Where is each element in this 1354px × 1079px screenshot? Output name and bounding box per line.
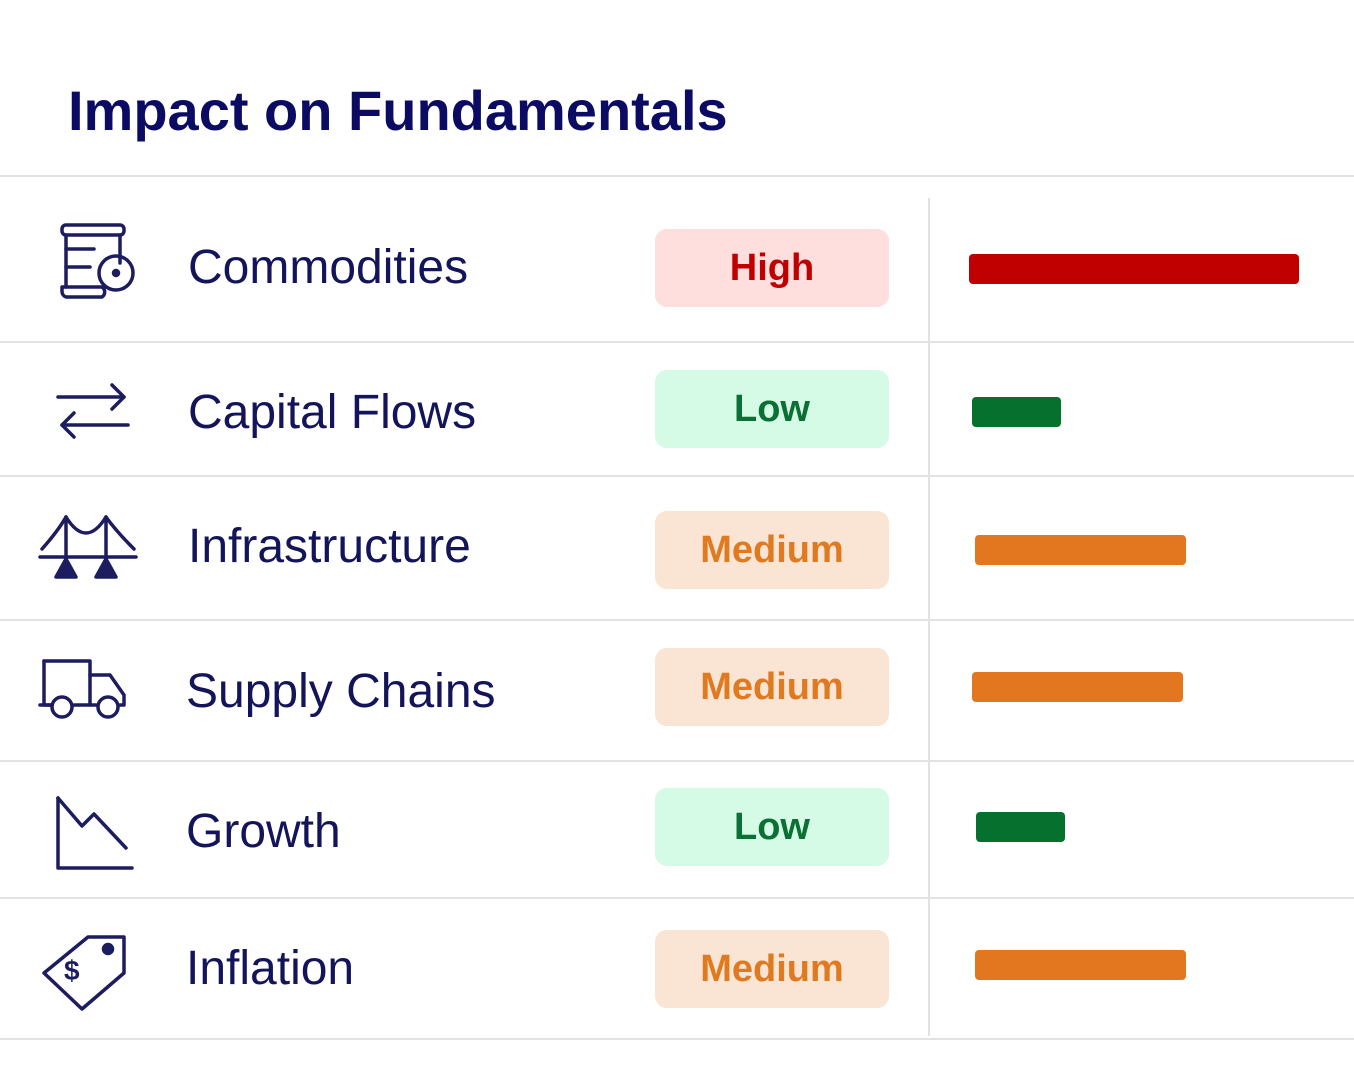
impact-bar (969, 254, 1299, 284)
impact-bar (975, 535, 1186, 565)
price-tag-icon: $ (36, 929, 140, 1013)
declining-chart-icon (36, 792, 140, 876)
row-label: Capital Flows (188, 386, 477, 439)
table-row: $ Inflation Medium (0, 899, 1354, 1040)
impact-bar (972, 397, 1061, 427)
column-divider (928, 198, 930, 1036)
impact-bar (972, 672, 1183, 702)
impact-bar (976, 812, 1065, 842)
page-title: Impact on Fundamentals (68, 79, 728, 142)
table-row: Growth Low (0, 762, 1354, 899)
table-row: Infrastructure Medium (0, 477, 1354, 621)
row-divider (0, 475, 1354, 477)
row-divider (0, 897, 1354, 899)
impact-badge: Medium (655, 648, 889, 726)
header-divider (0, 175, 1354, 177)
row-label: Inflation (186, 942, 355, 995)
dollar-sign-icon: $ (64, 955, 80, 986)
impact-badge: High (655, 229, 889, 307)
truck-icon (36, 651, 140, 735)
row-divider (0, 760, 1354, 762)
impact-badge: Medium (655, 511, 889, 589)
table-row: Commodities High (0, 177, 1354, 343)
impact-bar (975, 950, 1186, 980)
row-label: Commodities (188, 241, 469, 294)
row-divider (0, 341, 1354, 343)
table-row: Capital Flows Low (0, 343, 1354, 477)
impact-badge: Low (655, 788, 889, 866)
impact-badge: Medium (655, 930, 889, 1008)
row-label: Infrastructure (188, 520, 471, 573)
bridge-icon (36, 509, 140, 593)
commodities-icon (36, 221, 140, 305)
row-divider (0, 619, 1354, 621)
row-label: Growth (186, 805, 341, 858)
row-label: Supply Chains (186, 665, 496, 718)
table-row: Supply Chains Medium (0, 621, 1354, 762)
capital-flows-icon (36, 369, 140, 453)
row-divider (0, 1038, 1354, 1040)
impact-badge: Low (655, 370, 889, 448)
